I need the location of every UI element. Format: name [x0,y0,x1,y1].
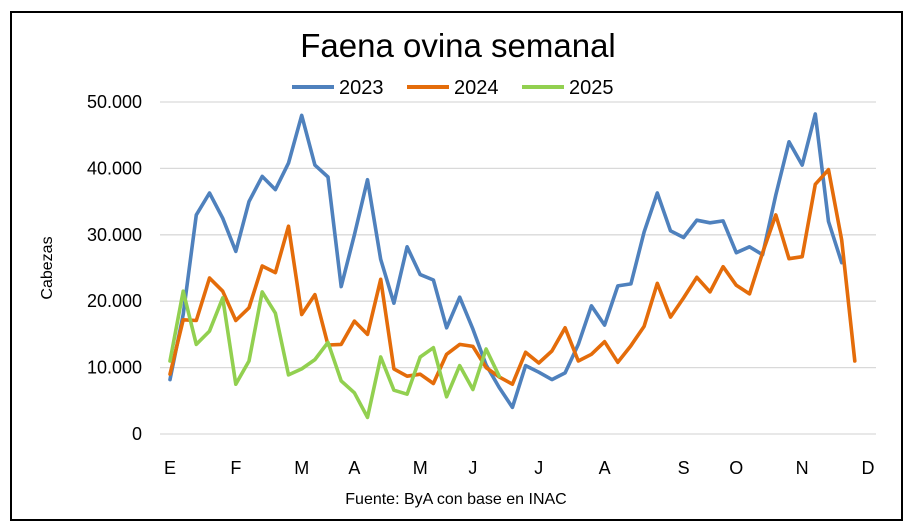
y-axis-label: Cabezas [39,236,56,299]
x-tick-label: A [599,458,611,478]
x-tick-label: J [534,458,543,478]
series-lines [168,112,857,420]
x-tick-label: D [862,458,875,478]
y-tick-label: 40.000 [87,158,142,178]
y-tick-label: 50.000 [87,92,142,112]
y-tick-label: 20.000 [87,291,142,311]
source-note: Fuente: ByA con base en INAC [345,491,566,508]
x-tick-label: E [164,458,176,478]
x-tick-label: M [413,458,428,478]
y-tick-label: 0 [132,424,142,444]
legend-label-2025: 2025 [569,77,614,99]
legend-label-2023: 2023 [339,77,384,99]
x-tick-label: J [468,458,477,478]
x-tick-label: A [348,458,360,478]
y-axis-ticks: 0 10.000 20.000 30.000 40.000 50.000 [87,92,142,444]
series-line-2023 [168,112,844,410]
legend: 2023 2024 2025 [292,77,614,99]
x-tick-label: S [678,458,690,478]
x-tick-label: M [294,458,309,478]
series-line-2024 [168,167,857,386]
chart-title: Faena ovina semanal [300,27,616,64]
legend-label-2024: 2024 [454,77,499,99]
x-tick-label: N [796,458,809,478]
series-line-2025 [168,289,501,420]
y-tick-label: 10.000 [87,358,142,378]
x-tick-label: O [729,458,743,478]
chart-frame [10,11,903,521]
y-tick-label: 30.000 [87,225,142,245]
x-tick-label: F [230,458,241,478]
